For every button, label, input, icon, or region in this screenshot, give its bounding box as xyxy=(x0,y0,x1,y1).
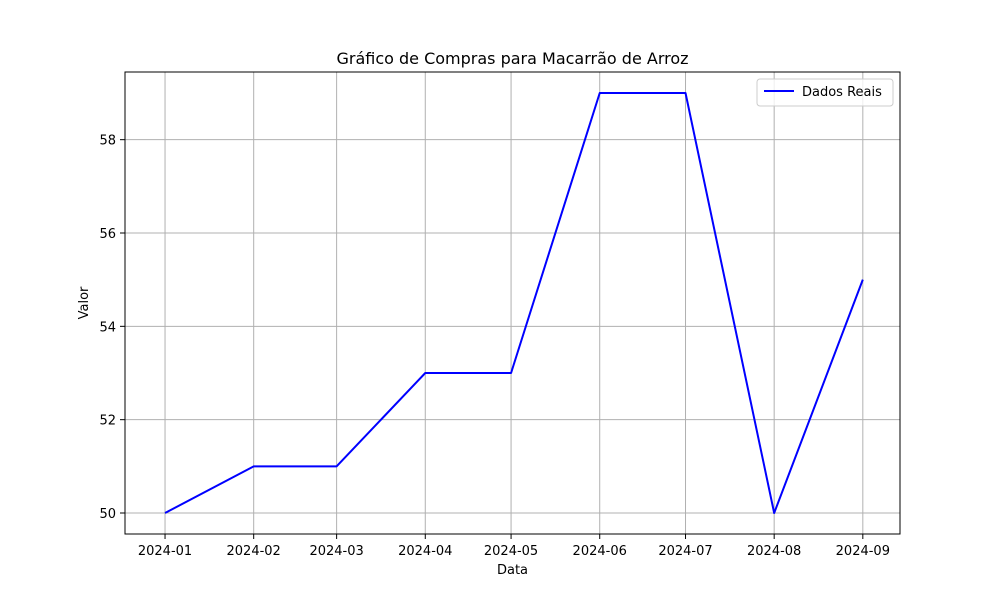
legend-label: Dados Reais xyxy=(802,85,882,100)
y-tick-label: 54 xyxy=(99,320,116,335)
y-tick-label: 58 xyxy=(99,134,116,149)
x-axis-label: Data xyxy=(497,563,528,578)
x-tick-label: 2024-06 xyxy=(573,544,627,559)
x-tick-label: 2024-07 xyxy=(658,544,712,559)
plot-frame xyxy=(124,71,901,535)
x-tick-label: 2024-02 xyxy=(227,544,281,559)
legend-box xyxy=(756,78,894,107)
y-axis: 50 52 54 56 58 xyxy=(99,134,125,522)
y-axis-label: Valor xyxy=(77,286,92,319)
y-tick-label: 56 xyxy=(99,227,116,242)
x-tick-label: 2024-01 xyxy=(138,544,192,559)
x-tick-label: 2024-08 xyxy=(747,544,801,559)
grid xyxy=(125,72,900,534)
x-tick-label: 2024-03 xyxy=(309,544,363,559)
x-tick-label: 2024-05 xyxy=(484,544,538,559)
y-tick-label: 50 xyxy=(99,507,116,522)
chart-title: Gráfico de Compras para Macarrão de Arro… xyxy=(336,49,688,68)
x-tick-label: 2024-09 xyxy=(836,544,890,559)
series-line xyxy=(164,92,864,514)
series-group xyxy=(164,92,864,514)
x-axis: 2024-01 2024-02 2024-03 2024-04 2024-05 2024-… xyxy=(138,534,890,559)
legend: Dados Reais xyxy=(756,78,894,107)
y-tick-label: 52 xyxy=(99,414,116,429)
x-tick-label: 2024-04 xyxy=(398,544,452,559)
